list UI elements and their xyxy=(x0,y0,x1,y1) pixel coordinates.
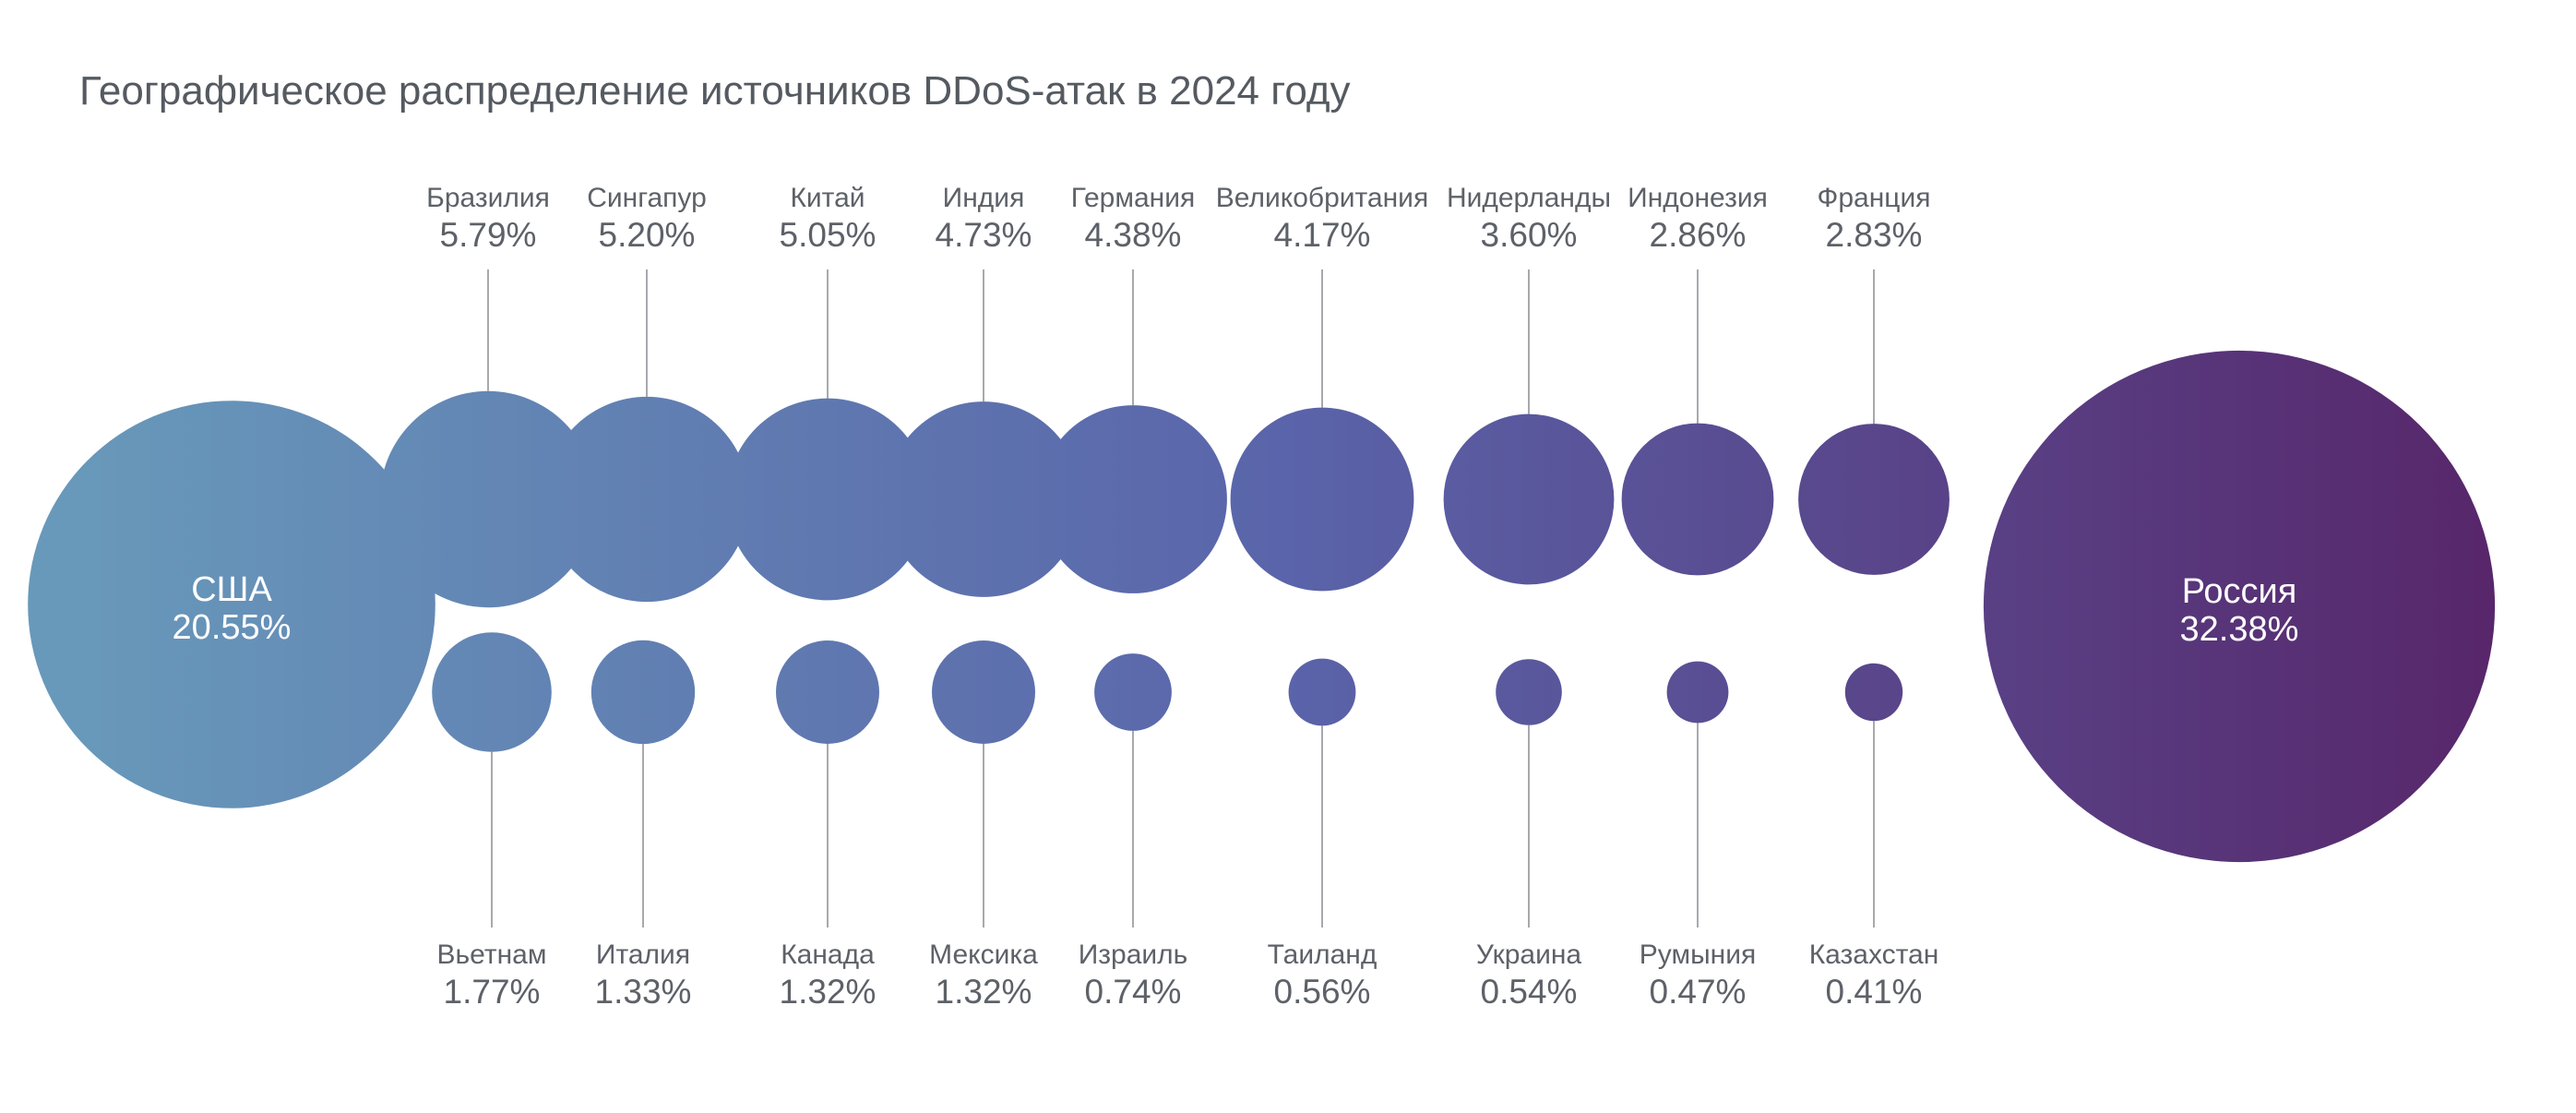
bubbles xyxy=(28,350,2496,863)
bubble-value-germaniya: 4.38% xyxy=(1085,216,1182,254)
bubble-niderlandy xyxy=(1443,413,1615,585)
bubble-name-tailand: Таиланд xyxy=(1268,939,1377,970)
bubble-name-velikobritaniya: Великобритания xyxy=(1216,183,1428,213)
bubble-kitay xyxy=(726,398,929,601)
bubble-name-italiya: Италия xyxy=(596,939,690,970)
bubble-name-indoneziya: Индонезия xyxy=(1628,183,1768,213)
bubble-rossiya xyxy=(1983,350,2496,863)
bubble-name-braziliya: Бразилия xyxy=(426,183,550,213)
bubble-kanada xyxy=(776,640,879,744)
bubble-value-rossiya: 32.38% xyxy=(2180,610,2299,649)
bubble-singapur xyxy=(543,396,750,603)
bubble-name-germaniya: Германия xyxy=(1071,183,1196,213)
bubble-value-tailand: 0.56% xyxy=(1274,973,1371,1011)
bubble-value-meksika: 1.32% xyxy=(936,973,1032,1011)
bubble-germaniya xyxy=(1039,405,1227,593)
bubble-braziliya xyxy=(379,390,597,608)
bubble-indoneziya xyxy=(1621,423,1774,576)
bubble-ssha xyxy=(28,401,435,808)
bubble-name-kitay: Китай xyxy=(790,183,865,213)
bubble-name-kazahstan: Казахстан xyxy=(1809,939,1939,970)
bubble-value-indoneziya: 2.86% xyxy=(1650,216,1747,254)
bubble-italiya xyxy=(590,640,696,745)
bubble-kazahstan xyxy=(1844,663,1903,722)
bubble-name-kanada: Канада xyxy=(781,939,875,970)
bubble-vetnam xyxy=(432,632,552,752)
bubble-value-singapur: 5.20% xyxy=(599,216,696,254)
bubble-value-izrail: 0.74% xyxy=(1085,973,1182,1011)
bubble-frantsiya xyxy=(1798,424,1950,575)
bubble-izrail xyxy=(1094,653,1172,731)
bubble-value-rumyniya: 0.47% xyxy=(1650,973,1747,1011)
bubble-name-rossiya: Россия xyxy=(2182,572,2297,611)
bubble-value-ssha: 20.55% xyxy=(173,608,292,647)
bubble-value-frantsiya: 2.83% xyxy=(1826,216,1923,254)
bubble-indiya xyxy=(886,401,1081,597)
bubble-name-ssha: США xyxy=(191,570,272,609)
bubble-value-velikobritaniya: 4.17% xyxy=(1274,216,1371,254)
bubble-value-braziliya: 5.79% xyxy=(440,216,537,254)
bubble-name-singapur: Сингапур xyxy=(587,183,707,213)
bubble-value-kazahstan: 0.41% xyxy=(1826,973,1923,1011)
bubble-value-niderlandy: 3.60% xyxy=(1481,216,1578,254)
bubble-velikobritaniya xyxy=(1230,407,1414,592)
bubble-tailand xyxy=(1288,658,1356,726)
bubble-meksika xyxy=(932,640,1035,744)
chart-title: Географическое распределение источников … xyxy=(79,68,1351,114)
bubble-name-vetnam: Вьетнам xyxy=(437,939,547,970)
bubble-name-niderlandy: Нидерланды xyxy=(1447,183,1611,213)
bubble-value-ukraina: 0.54% xyxy=(1481,973,1578,1011)
bubble-name-izrail: Израиль xyxy=(1079,939,1188,970)
bubble-rumyniya xyxy=(1666,661,1729,724)
bubble-name-meksika: Мексика xyxy=(929,939,1038,970)
bubble-name-indiya: Индия xyxy=(943,183,1025,213)
leader-lines xyxy=(487,269,1875,928)
bubble-value-vetnam: 1.77% xyxy=(444,973,541,1011)
bubble-name-ukraina: Украина xyxy=(1476,939,1582,970)
bubble-value-indiya: 4.73% xyxy=(936,216,1032,254)
bubble-ukraina xyxy=(1496,659,1562,725)
bubble-value-kanada: 1.32% xyxy=(780,973,877,1011)
bubble-name-frantsiya: Франция xyxy=(1818,183,1931,213)
bubble-value-italiya: 1.33% xyxy=(595,973,692,1011)
bubble-name-rumyniya: Румыния xyxy=(1640,939,1756,970)
bubble-value-kitay: 5.05% xyxy=(780,216,877,254)
